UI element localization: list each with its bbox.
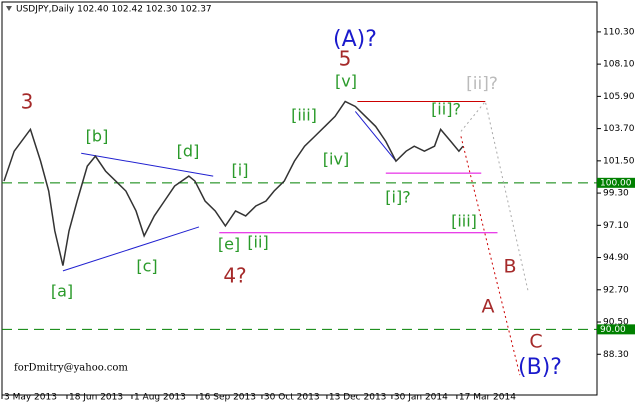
wave-label: C [529,331,542,353]
y-tick-label: 90.50 [603,318,629,328]
y-tick-label: 108.10 [603,60,635,70]
x-tick-label: 3 May 2013 [4,393,57,402]
drawn-line [81,152,214,177]
wave-label: [iii] [451,212,477,231]
wave-label: [ii] [247,233,268,252]
footer: forDmitry@yahoo.com [14,363,128,374]
wave-label: [b] [86,127,109,146]
wave-label: [d] [177,142,200,161]
drawn-line [354,111,397,162]
y-tick-label: 110.30 [603,27,635,37]
wave-label: (A)? [333,27,377,52]
y-tick-label: 101.50 [603,156,635,166]
y-tick-label: 97.10 [603,221,629,231]
level-label-box [597,324,635,335]
wave-label: [c] [136,257,157,276]
wave-label: [iii] [291,106,317,125]
wave-label: [ii]? [466,74,498,94]
chart-title: USDJPY,Daily 102.40 102.42 102.30 102.37 [16,5,212,15]
wave-label: A [482,296,495,318]
y-tick-label: 99.30 [603,189,629,199]
x-tick-label: 1 Aug 2013 [134,393,186,402]
y-tick-label: 88.30 [603,350,629,360]
wave-label: [i]? [385,188,410,207]
wave-label: B [503,256,516,278]
wave-label: 5 [339,47,352,71]
drawn-line [460,136,521,376]
drawn-line [62,226,200,272]
wave-label: [a] [51,282,73,301]
wave-label: [i] [232,161,249,180]
y-tick-label: 105.90 [603,92,635,102]
x-tick-label: 30 Oct 2013 [264,393,320,402]
x-tick-label: 17 Mar 2014 [459,393,516,402]
x-tick-label: 13 Dec 2013 [329,393,387,402]
symbol-icon [6,6,12,11]
y-tick-label: 103.70 [603,124,635,134]
level-label: 90.00 [600,325,626,335]
x-tick-label: 30 Jan 2014 [394,393,448,402]
wave-label: 3 [21,90,34,114]
wave-label: [iv] [323,150,349,169]
wave-label: [v] [335,72,357,91]
level-label-box [597,177,635,188]
level-label: 100.00 [600,178,632,188]
price-line [3,100,464,266]
y-tick-label: 92.70 [603,285,629,295]
x-tick-label: 16 Sep 2013 [199,393,256,402]
wave-label: 4? [223,264,246,288]
x-tick-label: 18 Jun 2013 [69,393,123,402]
wave-label: [ii]? [431,100,461,119]
wave-label: (B)? [518,355,562,380]
y-tick-label: 94.90 [603,253,629,263]
wave-label: [e] [218,235,240,254]
plot-frame [1,1,598,396]
